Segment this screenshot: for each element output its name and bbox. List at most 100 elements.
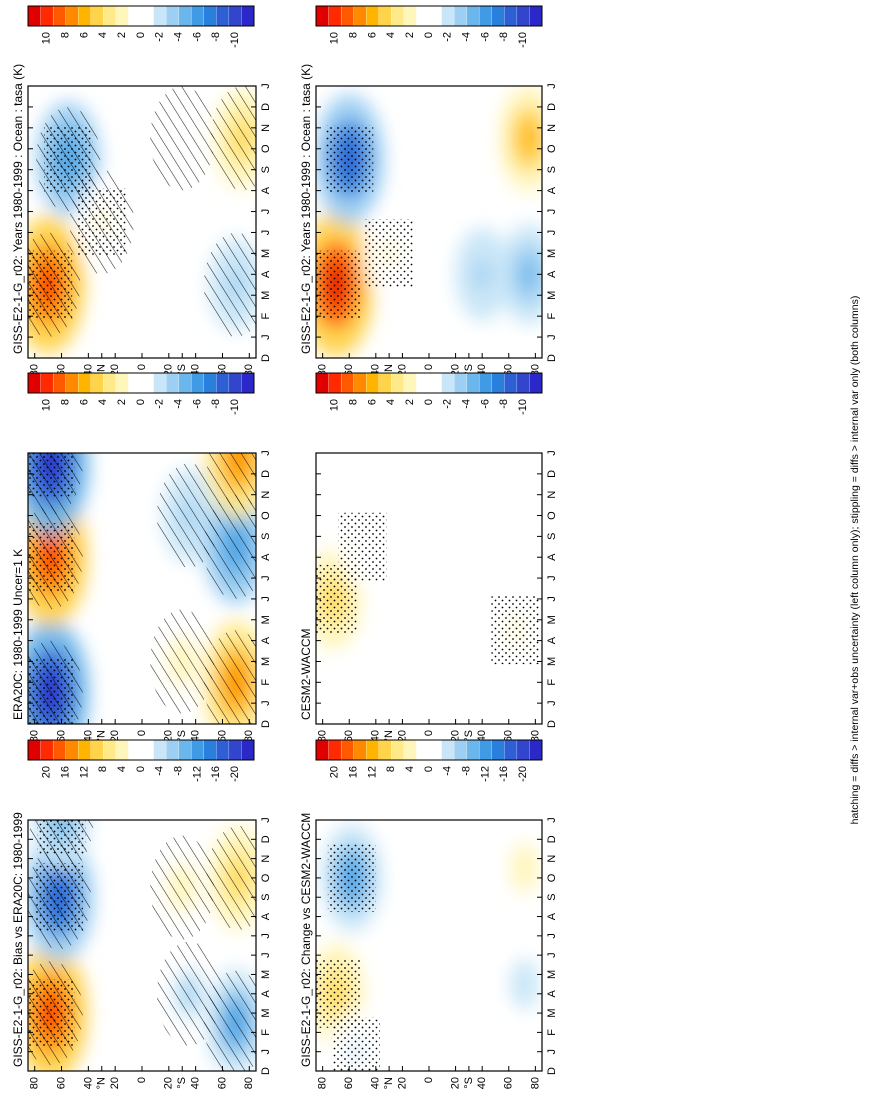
month-tick-label: A — [260, 270, 272, 278]
hatching-region-2 — [28, 453, 83, 516]
month-tick-label: D — [260, 835, 272, 843]
month-tick-label: A — [546, 270, 558, 278]
colorbar-swatch — [479, 5, 493, 27]
month-tick-label: A — [260, 186, 272, 194]
colorbar-swatch — [153, 739, 167, 761]
colorbar-swatch — [378, 5, 392, 27]
lat-tick-label: 0 — [136, 1077, 148, 1083]
colorbar-swatch — [40, 5, 54, 27]
colorbar-swatch — [241, 372, 255, 394]
colorbar-swatch — [340, 739, 355, 761]
month-tick-label: J — [546, 700, 558, 706]
lat-tick-label: °S — [176, 1077, 188, 1089]
colorbar-tick-label: 8 — [60, 399, 72, 405]
month-tick-label: J — [260, 83, 272, 89]
month-tick-label: O — [260, 511, 272, 520]
lat-tick-label: 0 — [423, 730, 435, 736]
colorbar-swatch — [78, 739, 92, 761]
colorbar-tick-label: 0 — [135, 766, 147, 772]
colorbar-swatch — [90, 372, 104, 394]
lat-tick-label: 20 — [396, 1077, 408, 1089]
colorbar-swatch — [391, 372, 405, 394]
month-tick-label: F — [546, 1029, 558, 1036]
colorbar-frame — [315, 372, 543, 394]
colorbar-swatch — [40, 372, 54, 394]
colorbar-swatch — [65, 5, 79, 27]
colorbar-swatch — [115, 739, 129, 761]
panel-title: ERA20C: 1980-1999 Uncer=1 K — [11, 549, 25, 720]
lat-tick-label: °S — [463, 1077, 475, 1089]
lat-tick-label: 40 — [370, 730, 382, 742]
month-tick-label: J — [546, 596, 558, 602]
month-tick-label: D — [546, 103, 558, 111]
colorbar-swatch — [441, 372, 455, 394]
colorbar-swatch — [140, 5, 155, 27]
hatching-region-3 — [150, 86, 215, 191]
colorbar-swatch — [178, 5, 192, 27]
colorbar-swatch — [453, 5, 468, 27]
hatching-region-1 — [28, 845, 91, 950]
colorbar-swatch — [491, 5, 505, 27]
lat-tick-label: 40 — [82, 1077, 94, 1089]
colorbar-swatch — [479, 372, 493, 394]
lat-tick-label: 80 — [29, 1077, 41, 1089]
heatmap-field — [28, 453, 256, 724]
hatching-region-0 — [28, 640, 83, 724]
colorbar-swatch — [403, 5, 417, 27]
hatching-region-2 — [69, 170, 134, 274]
month-tick-label: J — [260, 575, 272, 581]
hatching-region-6 — [203, 494, 256, 599]
month-tick-label: F — [260, 313, 272, 320]
colorbar-swatch — [403, 739, 417, 761]
colorbar-swatch — [328, 739, 342, 761]
colorbar-tick-label: -6 — [191, 32, 203, 42]
panel-title: GISS-E2-1-G_r02: Change vs CESM2-WACCM — [299, 813, 313, 1067]
colorbar-swatch — [453, 372, 468, 394]
colorbar-tick-label: -6 — [191, 399, 203, 409]
colorbar-swatch — [529, 739, 543, 761]
colorbar-swatch — [191, 5, 205, 27]
colorbar-tick-label: 2 — [404, 399, 416, 405]
colorbar-frame — [27, 5, 255, 27]
panel-p1: 80 60 40 °N 20 0 20 °S 40 60 80DJFMAMJJASONDJGISS-… — [11, 5, 272, 376]
lat-tick-label: 80 — [317, 730, 329, 742]
month-tick-label: M — [546, 970, 558, 979]
colorbar-frame — [315, 739, 543, 761]
month-tick-label: S — [260, 533, 272, 540]
colorbar-frame — [27, 372, 255, 394]
heatmap-cell-core-4 — [517, 855, 532, 882]
colorbar-tick-label: 0 — [135, 399, 147, 405]
hatching-region-5 — [203, 630, 256, 724]
colorbar-tick-label: -4 — [173, 399, 185, 409]
colorbar-tick-label: -4 — [173, 32, 185, 42]
colorbar-swatch — [203, 739, 217, 761]
panel-p6: 80 60 40 °N 20 0 20 °S 40 60 80DJFMAMJJASONDJGISS-… — [299, 739, 558, 1089]
month-tick-label: D — [260, 354, 272, 362]
colorbar-tick-label: -10 — [229, 32, 241, 48]
colorbar-tick-label: -6 — [479, 32, 491, 42]
colorbar-tick-label: 10 — [329, 32, 341, 44]
hatching-region-0 — [28, 232, 81, 337]
lat-tick-label: °S — [176, 730, 188, 742]
panel-title: CESM2-WACCM — [299, 628, 313, 720]
colorbar-tick-label: -16 — [498, 766, 510, 782]
footnote: hatching = diffs > internal var+obs unce… — [849, 296, 861, 825]
month-tick-label: F — [546, 679, 558, 686]
month-tick-label: A — [546, 636, 558, 644]
month-tick-label: M — [260, 1008, 272, 1017]
colorbar-tick-label: -10 — [517, 399, 529, 415]
colorbar-swatch — [153, 5, 167, 27]
panel-title: GISS-E2-1-G_r02: Bias vs ERA20C: 1980-19… — [11, 812, 25, 1067]
colorbar-tick-label: 8 — [385, 766, 397, 772]
month-tick-label: A — [260, 912, 272, 920]
month-tick-label: D — [546, 470, 558, 478]
stippling-region-1 — [327, 843, 376, 912]
month-tick-label: F — [546, 313, 558, 320]
colorbar-tick-label: 16 — [60, 766, 72, 778]
lat-tick-label: 60 — [343, 1077, 355, 1089]
colorbar-swatch — [416, 739, 430, 761]
colorbar-tick-label: 10 — [41, 399, 53, 411]
colorbar-swatch — [453, 739, 468, 761]
colorbar-tick-label: -10 — [517, 32, 529, 48]
lat-tick-label: 20 — [163, 730, 175, 742]
